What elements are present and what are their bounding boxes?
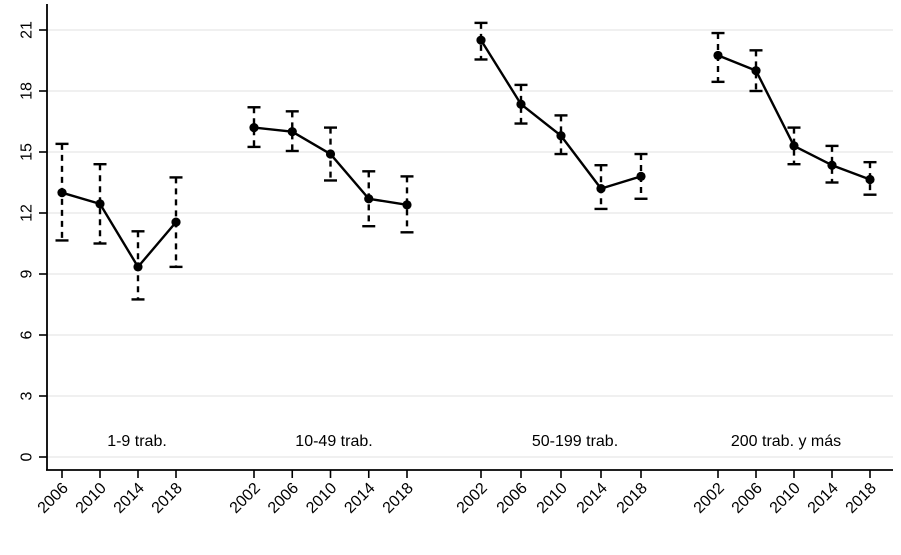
data-point: [556, 131, 566, 141]
y-tick-label: 3: [19, 391, 36, 400]
data-point: [171, 217, 181, 227]
data-point: [751, 66, 761, 76]
group-label: 200 trab. y más: [731, 433, 841, 450]
data-point: [133, 262, 143, 272]
data-point: [249, 123, 259, 133]
y-tick-label: 6: [19, 330, 36, 339]
y-axis-ticks: 0 3 6 9 12 15 18 21: [19, 21, 47, 461]
data-point: [789, 141, 799, 151]
data-point: [287, 127, 297, 137]
data-point: [713, 50, 723, 61]
data-point: [636, 171, 646, 181]
data-point: [364, 194, 374, 204]
group-label: 50-199 trab.: [532, 433, 618, 450]
data-point: [57, 188, 67, 198]
group-label: 1-9 trab.: [107, 433, 167, 450]
y-tick-label: 0: [19, 452, 36, 461]
y-tick-label: 9: [19, 269, 36, 278]
data-point: [402, 200, 412, 210]
y-tick-label: 21: [19, 21, 36, 39]
data-point: [325, 149, 336, 159]
y-tick-label: 18: [19, 82, 36, 100]
gridlines: [47, 29, 893, 458]
data-point: [827, 160, 837, 170]
y-tick-label: 12: [19, 204, 36, 222]
group-label: 10-49 trab.: [295, 433, 372, 450]
axes: [46, 4, 893, 471]
data-point: [865, 174, 875, 185]
trend-line: [61, 191, 177, 269]
data-point: [516, 99, 526, 109]
data-point: [596, 184, 606, 194]
data-point: [95, 199, 105, 209]
y-tick-label: 15: [19, 143, 36, 161]
data-point: [476, 35, 486, 45]
